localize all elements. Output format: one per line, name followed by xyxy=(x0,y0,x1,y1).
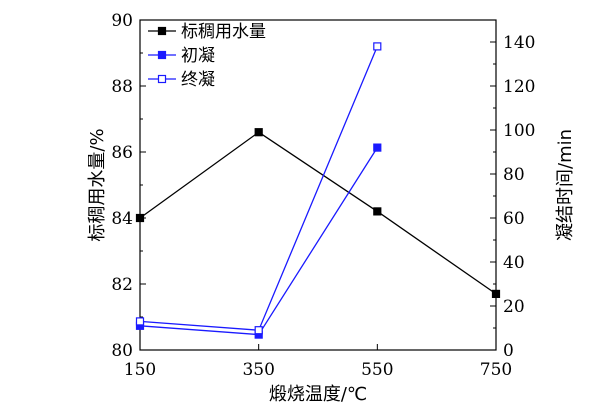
y-left-axis-title: 标稠用水量/% xyxy=(87,128,108,241)
series-2-point xyxy=(135,317,145,326)
series-2-point xyxy=(254,326,263,335)
y-right-tick-label: 0 xyxy=(503,341,514,361)
series-0-point xyxy=(135,213,145,223)
y-left-tick-label: 82 xyxy=(111,275,133,295)
y-right-tick-label: 40 xyxy=(503,253,525,273)
y-right-tick-label: 140 xyxy=(503,33,535,53)
y-left-tick-label: 86 xyxy=(111,143,133,163)
y-right-axis-title: 凝结时间/min xyxy=(555,129,576,241)
legend-label: 标稠用水量 xyxy=(181,22,266,42)
legend-marker xyxy=(157,26,167,36)
series-line-1 xyxy=(139,147,378,336)
series-layer xyxy=(135,42,501,339)
y-right-tick-label: 80 xyxy=(503,165,525,185)
series-0-point xyxy=(373,207,382,216)
tick-layer: 150 350 550 750 80 82 84 86 88 90 0 20 40 60 80 100 120 1… xyxy=(111,11,535,380)
x-axis-title: 煅烧温度/℃ xyxy=(269,384,367,405)
series-1-point xyxy=(373,143,382,152)
legend-label: 终凝 xyxy=(181,70,215,90)
series-2-point xyxy=(373,42,382,51)
series-0-point xyxy=(491,289,501,298)
x-tick-label: 350 xyxy=(242,360,274,380)
x-tick-label: 550 xyxy=(361,360,393,380)
x-tick-label: 150 xyxy=(124,360,156,380)
y-left-tick-label: 84 xyxy=(111,209,133,229)
y-right-tick-label: 100 xyxy=(503,121,535,141)
legend-label: 初凝 xyxy=(181,46,215,66)
y-left-tick-label: 88 xyxy=(111,77,133,97)
y-left-tick-label: 80 xyxy=(111,341,133,361)
y-right-tick-label: 20 xyxy=(503,297,525,317)
legend-marker xyxy=(157,74,167,84)
series-0-point xyxy=(254,128,263,137)
legend-marker xyxy=(157,50,167,60)
y-left-tick-label: 90 xyxy=(111,11,133,31)
y-right-tick-label: 120 xyxy=(503,77,535,97)
x-tick-label: 750 xyxy=(480,360,512,380)
series-line-0 xyxy=(139,131,497,295)
y-right-tick-label: 60 xyxy=(503,209,525,229)
